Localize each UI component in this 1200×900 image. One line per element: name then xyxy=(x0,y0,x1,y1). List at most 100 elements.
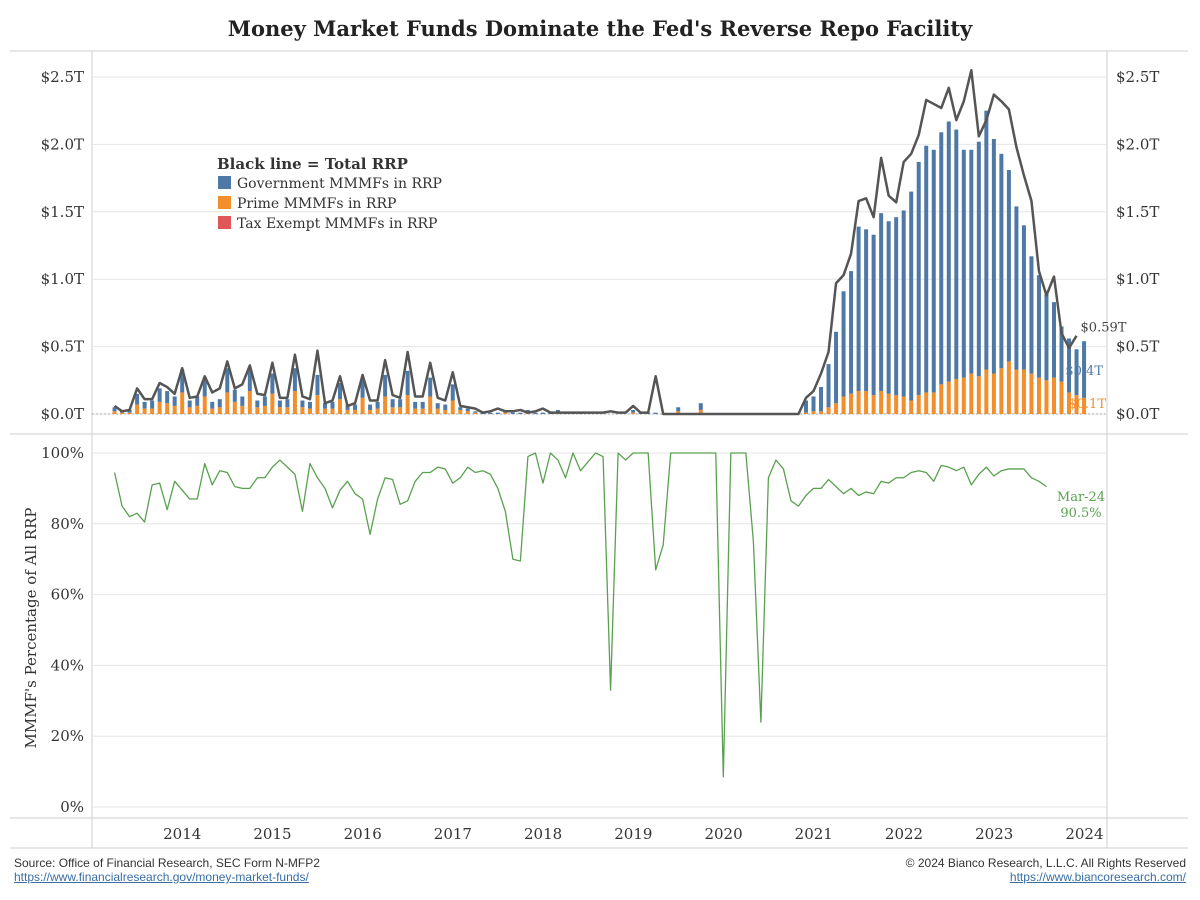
bar-prime xyxy=(413,408,418,414)
bar-government xyxy=(142,401,147,409)
bar-government xyxy=(969,149,974,374)
site-link[interactable]: https://www.biancoresearch.com/ xyxy=(1009,870,1186,884)
bar-prime xyxy=(458,409,463,414)
bar-prime xyxy=(909,400,914,414)
bar-government xyxy=(383,374,388,397)
bar-prime xyxy=(826,407,831,414)
bar-government xyxy=(909,191,914,401)
bar-prime xyxy=(856,391,861,414)
bar-prime xyxy=(473,412,478,414)
bar-government xyxy=(180,369,185,393)
bar-government xyxy=(1051,302,1056,378)
bar-prime xyxy=(247,391,252,414)
total-rrp-polyline xyxy=(113,69,1078,416)
bar-government xyxy=(172,396,177,406)
bar-government xyxy=(345,404,350,410)
bar-prime xyxy=(307,408,312,414)
bar-government xyxy=(262,396,267,406)
bar-government xyxy=(300,400,305,408)
bar-government xyxy=(984,110,989,370)
bar-government xyxy=(803,400,808,413)
bar-prime xyxy=(225,392,230,414)
footer-right: © 2024 Bianco Research, L.L.C. All Right… xyxy=(906,856,1186,884)
bar-prime xyxy=(1021,369,1026,414)
bar-government xyxy=(187,400,192,408)
bar-prime xyxy=(864,391,869,414)
footer-left: Source: Office of Financial Research, SE… xyxy=(14,856,320,884)
bar-government xyxy=(202,377,207,397)
y-tick-bottom: 20% xyxy=(51,727,84,745)
bar-prime xyxy=(849,393,854,414)
x-tick-label: 2019 xyxy=(614,825,652,843)
bar-prime xyxy=(924,392,929,414)
bar-prime xyxy=(195,405,200,414)
source-text: Source: Office of Financial Research, SE… xyxy=(14,856,320,870)
bar-government xyxy=(676,407,681,412)
bar-prime xyxy=(187,407,192,414)
bar-government xyxy=(413,401,418,409)
end-label-total: $0.59T xyxy=(1081,320,1127,335)
bar-government xyxy=(1006,170,1011,362)
bar-prime xyxy=(1082,397,1087,414)
bar-government xyxy=(435,403,440,409)
bar-prime xyxy=(180,392,185,414)
end-label-government: $0.4T xyxy=(1065,364,1103,379)
bar-government xyxy=(849,271,854,394)
bar-prime xyxy=(465,411,470,414)
bar-prime xyxy=(1051,377,1056,414)
y-tick-right: $0.5T xyxy=(1116,338,1159,356)
bar-government xyxy=(450,384,455,401)
bar-government xyxy=(165,391,170,404)
bar-government xyxy=(495,412,500,414)
y-tick-right: $1.5T xyxy=(1116,203,1159,221)
y-tick-bottom: 80% xyxy=(51,515,84,533)
bar-government xyxy=(999,153,1004,369)
bar-government xyxy=(954,129,959,379)
bar-prime xyxy=(803,412,808,414)
legend-swatch xyxy=(218,176,231,189)
bar-government xyxy=(405,370,410,396)
bar-government xyxy=(420,401,425,409)
bar-government xyxy=(465,408,470,412)
legend-swatch xyxy=(218,196,231,209)
bar-prime xyxy=(330,408,335,414)
bar-government xyxy=(826,364,831,408)
bar-government xyxy=(533,412,538,414)
y-axis-label: MMMF's Percentage of All RRP xyxy=(22,508,40,749)
bar-prime xyxy=(698,409,703,414)
bar-government xyxy=(841,291,846,397)
bar-government xyxy=(247,368,252,392)
bar-prime xyxy=(217,407,222,414)
bar-prime xyxy=(435,408,440,414)
source-link[interactable]: https://www.financialresearch.gov/money-… xyxy=(14,870,309,884)
bar-government xyxy=(991,139,996,374)
bar-prime xyxy=(172,405,177,414)
bar-prime xyxy=(270,393,275,414)
bar-government xyxy=(375,401,380,409)
y-tick-right: $2.0T xyxy=(1116,135,1159,153)
bar-prime xyxy=(811,411,816,414)
bar-prime xyxy=(879,391,884,414)
x-tick-label: 2021 xyxy=(795,825,833,843)
bar-government xyxy=(856,226,861,392)
x-tick-label: 2023 xyxy=(975,825,1013,843)
bar-government xyxy=(1021,225,1026,370)
bar-prime xyxy=(1014,369,1019,414)
bar-government xyxy=(232,389,237,402)
y-tick-bottom: 60% xyxy=(51,586,84,604)
bar-government xyxy=(871,234,876,396)
bar-prime xyxy=(901,396,906,414)
bar-government xyxy=(270,373,275,394)
x-tick-label: 2020 xyxy=(704,825,742,843)
end-label-pct-value: 90.5% xyxy=(1060,506,1101,521)
chart-title: Money Market Funds Dominate the Fed's Re… xyxy=(227,16,973,41)
y-tick-left: $1.5T xyxy=(41,203,84,221)
bar-government xyxy=(315,374,320,396)
axis-labels: $0.0T $0.0T $0.5T $0.5T $1.0T $1.0T $1.5T $1.5T… xyxy=(22,68,1159,843)
bar-prime xyxy=(931,392,936,414)
bar-government xyxy=(1074,349,1079,396)
legend-swatch xyxy=(218,216,231,229)
percentage-line xyxy=(113,452,1047,778)
x-tick-label: 2017 xyxy=(434,825,472,843)
